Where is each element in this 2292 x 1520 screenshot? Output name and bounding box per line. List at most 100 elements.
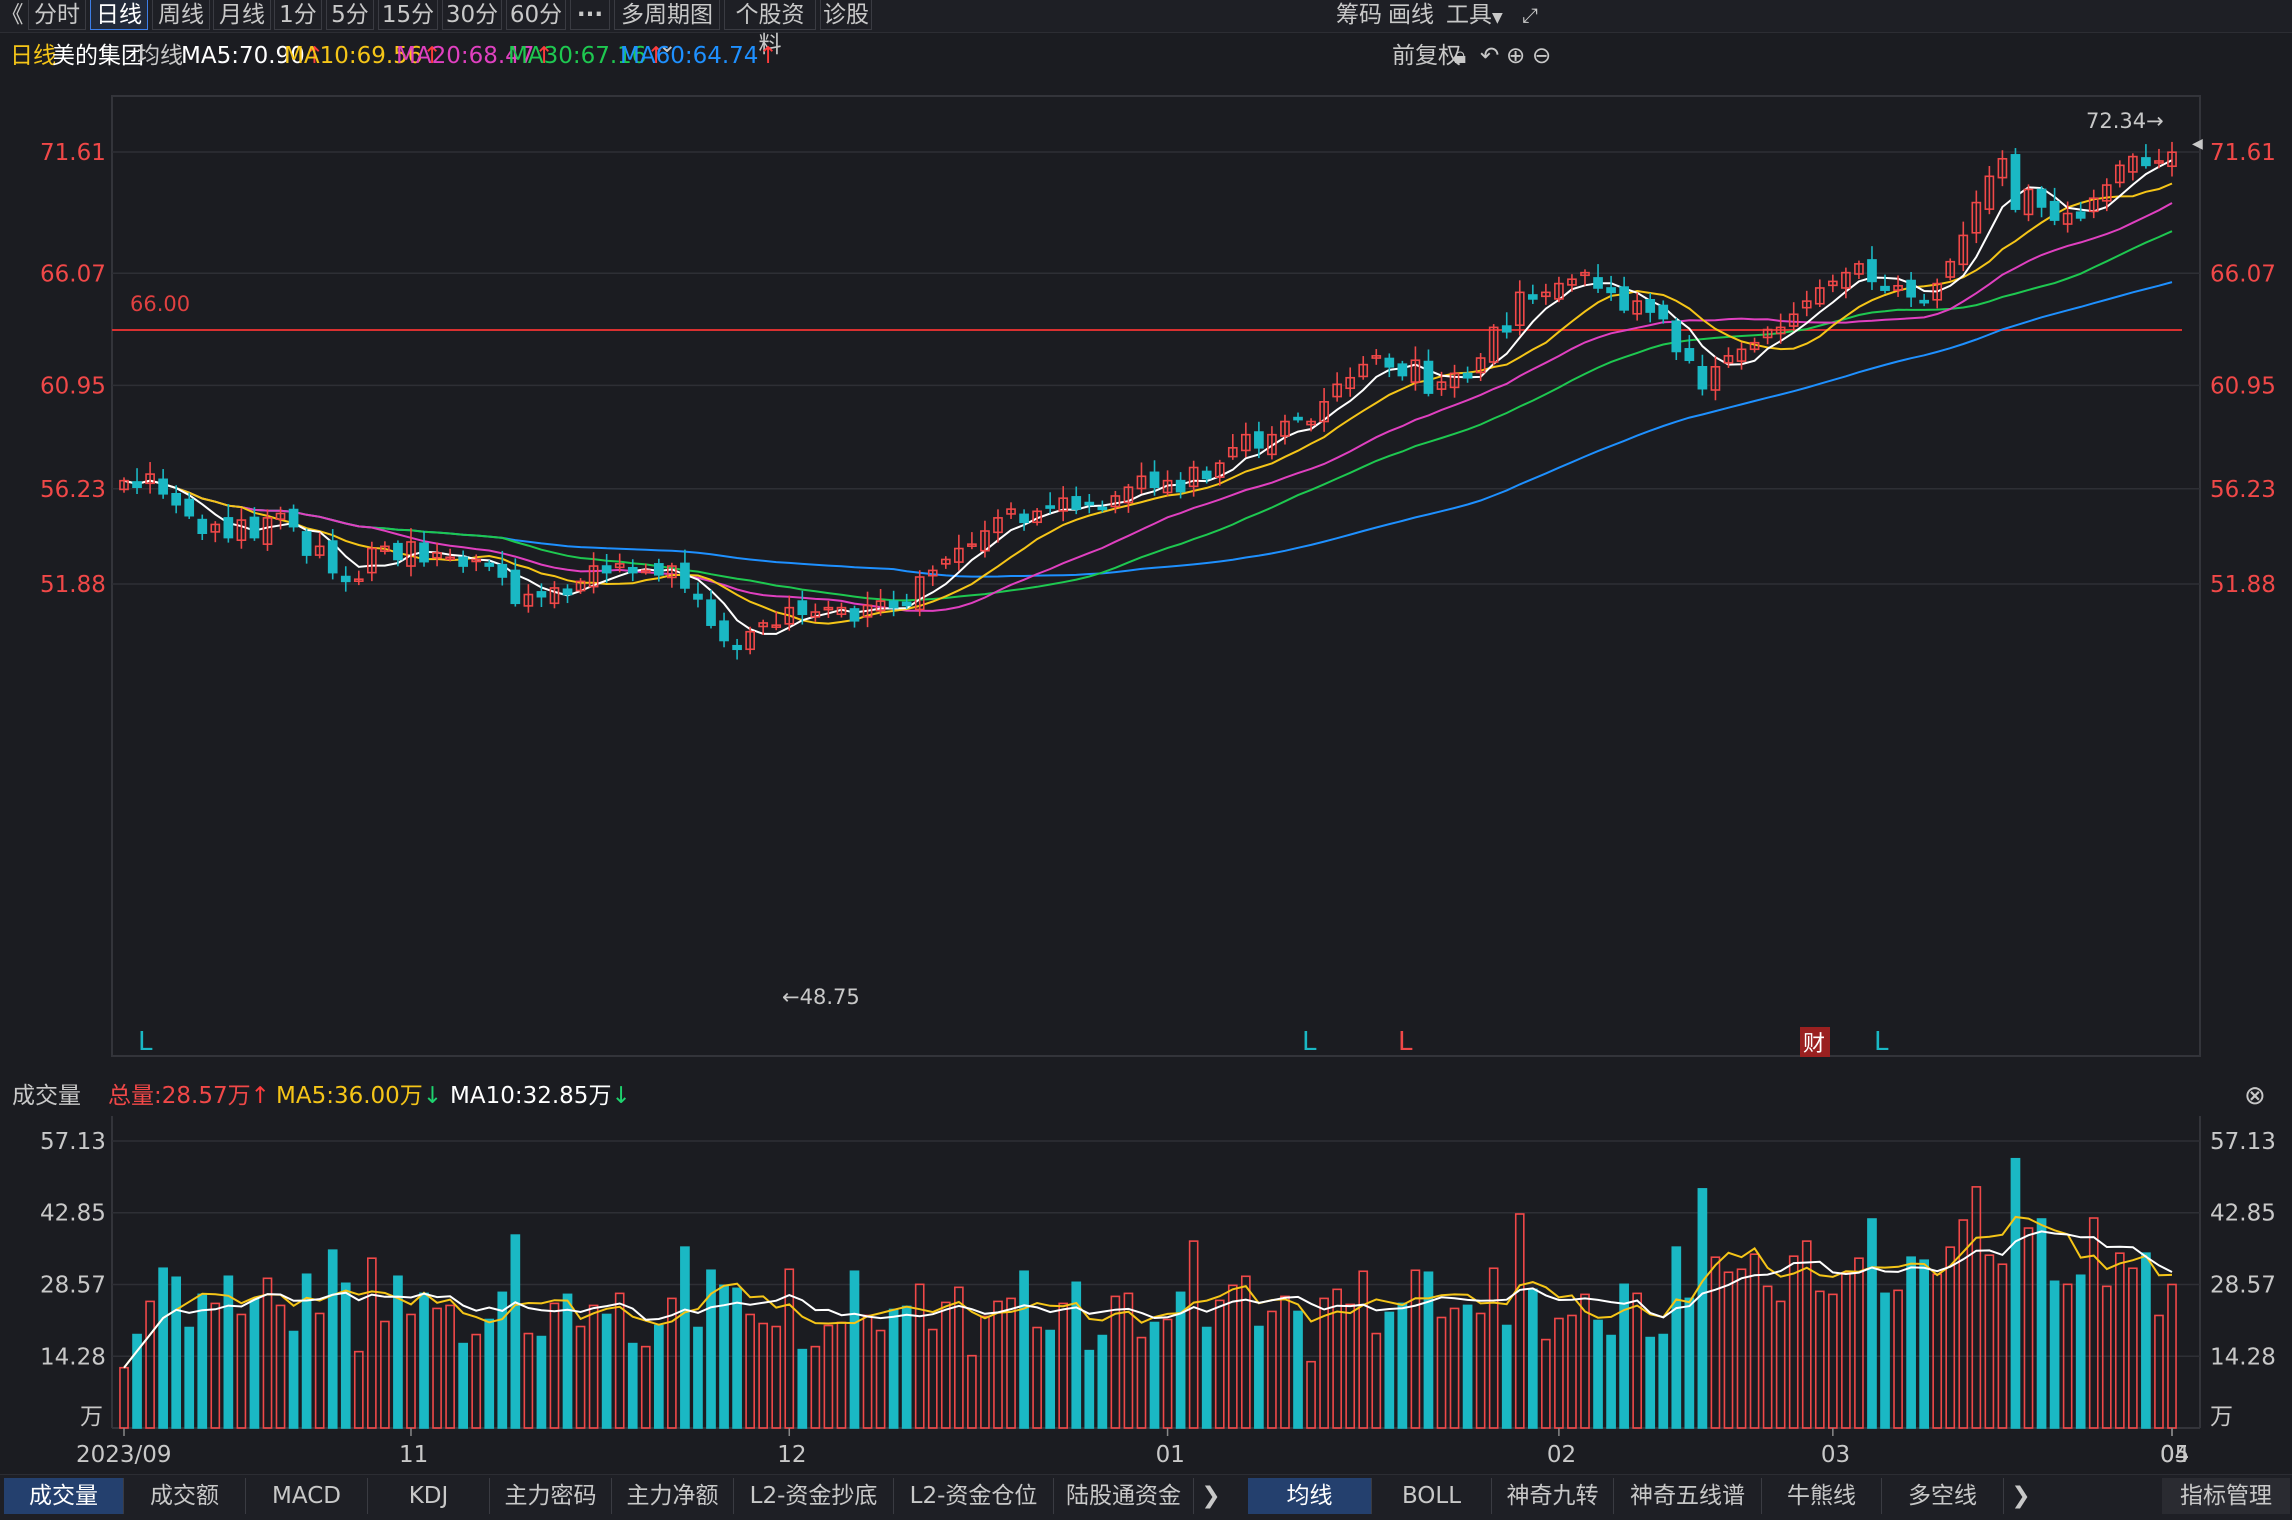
volume-bar[interactable] [719, 1284, 729, 1429]
volume-bar[interactable] [367, 1257, 377, 1429]
volume-bar[interactable] [275, 1304, 286, 1429]
volume-bar[interactable] [2141, 1252, 2151, 1429]
candle[interactable] [1254, 431, 1264, 449]
volume-bar[interactable] [588, 1304, 599, 1429]
volume-bar[interactable] [601, 1313, 612, 1429]
candle[interactable] [1736, 348, 1747, 362]
candle[interactable] [1671, 320, 1682, 353]
candle[interactable] [419, 542, 429, 563]
volume-bar[interactable] [210, 1302, 221, 1429]
candle[interactable] [1814, 287, 1825, 305]
volume-bar[interactable] [1867, 1218, 1877, 1429]
volume-bar[interactable] [1188, 1240, 1199, 1429]
volume-bar[interactable] [119, 1366, 129, 1429]
volume-bar[interactable] [758, 1322, 769, 1429]
candle[interactable] [2101, 184, 2112, 202]
tab-macd[interactable]: MACD [246, 1478, 368, 1514]
volume-bar[interactable] [1058, 1302, 1069, 1429]
tab-main-password[interactable]: 主力密码 [490, 1478, 612, 1514]
volume-bar[interactable] [1267, 1310, 1277, 1429]
candle[interactable] [823, 606, 834, 611]
volume-bar[interactable] [667, 1297, 677, 1429]
volume-bar[interactable] [1071, 1281, 1082, 1429]
volume-bar[interactable] [327, 1249, 338, 1429]
candle[interactable] [510, 569, 521, 605]
candle[interactable] [914, 576, 925, 611]
volume-bar[interactable] [1280, 1295, 1290, 1429]
candle[interactable] [2167, 151, 2177, 168]
volume-bar[interactable] [1658, 1333, 1669, 1429]
draw-line-button[interactable]: 画线 [1388, 2, 1434, 28]
candle[interactable] [1971, 201, 1982, 234]
candle[interactable] [1958, 234, 1969, 266]
volume-chart[interactable]: 57.13 57.13 42.85 42.85 28.57 28.57 14.28 14.28… [0, 1116, 2292, 1474]
candle[interactable] [1306, 420, 1316, 426]
candle[interactable] [1984, 175, 1995, 210]
candle[interactable] [262, 517, 273, 545]
volume-bar[interactable] [2114, 1252, 2125, 1429]
candle[interactable] [1097, 506, 1108, 511]
volume-bar[interactable] [927, 1328, 938, 1429]
volume-bar[interactable] [445, 1304, 455, 1429]
volume-bar[interactable] [380, 1320, 390, 1429]
volume-bar[interactable] [1032, 1326, 1042, 1429]
volume-bar[interactable] [536, 1335, 547, 1429]
candle[interactable] [1332, 383, 1342, 398]
volume-bar[interactable] [406, 1313, 416, 1429]
candle[interactable] [1267, 433, 1277, 456]
volume-bar[interactable] [132, 1333, 142, 1429]
volume-bar[interactable] [1293, 1310, 1303, 1429]
volume-bar[interactable] [223, 1275, 234, 1429]
volume-bar[interactable] [2010, 1157, 2021, 1429]
candle[interactable] [301, 531, 312, 556]
candle[interactable] [353, 578, 364, 582]
candle[interactable] [1580, 271, 1590, 277]
candle[interactable] [927, 569, 938, 577]
volume-bar[interactable] [1606, 1334, 1616, 1429]
candle[interactable] [536, 591, 547, 598]
volume-bar[interactable] [1462, 1304, 1473, 1429]
volume-bar[interactable] [1854, 1257, 1864, 1429]
candle[interactable] [1201, 470, 1212, 480]
candle[interactable] [236, 519, 247, 542]
candle[interactable] [1293, 416, 1303, 421]
volume-bar[interactable] [1319, 1297, 1329, 1429]
multi-period-dropdown[interactable]: 多周期图 ⌄ [614, 0, 720, 58]
volume-bar[interactable] [771, 1325, 782, 1429]
candle[interactable] [640, 569, 651, 574]
volume-bar[interactable] [1541, 1338, 1551, 1429]
volume-bar[interactable] [562, 1293, 573, 1429]
tab-5min[interactable]: 5分 [326, 0, 374, 30]
candle[interactable] [393, 542, 403, 561]
candle[interactable] [314, 545, 325, 556]
fullscreen-icon[interactable]: ⤢ [1522, 3, 1538, 27]
candle[interactable] [184, 498, 195, 517]
volume-bar[interactable] [1749, 1253, 1760, 1429]
volume-bar[interactable] [2023, 1227, 2034, 1429]
candle[interactable] [1684, 348, 1695, 362]
candle[interactable] [1240, 433, 1251, 452]
candle[interactable] [1710, 365, 1721, 391]
tab-1min[interactable]: 1分 [274, 0, 322, 30]
volume-bar[interactable] [1514, 1213, 1525, 1429]
chip-button[interactable]: 筹码 [1336, 2, 1382, 28]
candle[interactable] [719, 620, 729, 642]
volume-bar[interactable] [249, 1298, 260, 1429]
volume-bar[interactable] [393, 1275, 403, 1429]
volume-bar[interactable] [1645, 1336, 1656, 1429]
candle[interactable] [849, 608, 860, 622]
candle[interactable] [693, 593, 703, 600]
candle[interactable] [980, 530, 990, 552]
candle[interactable] [1801, 300, 1812, 309]
candle[interactable] [1032, 510, 1042, 524]
candle[interactable] [1462, 372, 1473, 379]
candle[interactable] [1071, 496, 1082, 510]
candle[interactable] [1410, 359, 1421, 383]
volume-bar[interactable] [1436, 1316, 1447, 1429]
tab-l2-position[interactable]: L2-资金仓位 [894, 1478, 1054, 1514]
candle[interactable] [1541, 291, 1551, 298]
candle[interactable] [1227, 447, 1238, 458]
tab-td9[interactable]: 神奇九转 [1492, 1478, 1614, 1514]
candle[interactable] [1501, 325, 1512, 333]
volume-bar[interactable] [1123, 1292, 1134, 1429]
